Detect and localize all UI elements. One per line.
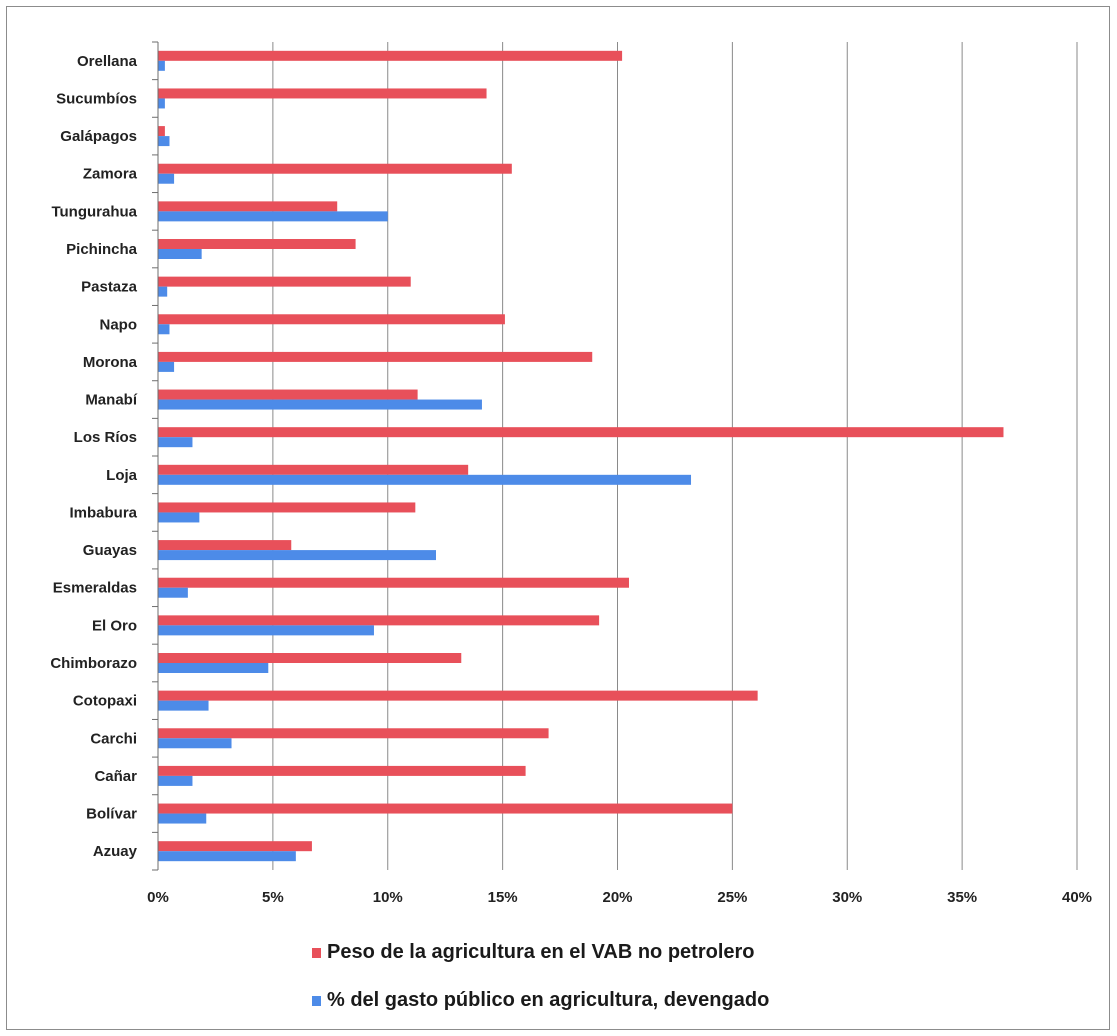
category-label: Orellana (77, 53, 138, 70)
bar-public-spending (158, 775, 193, 786)
bar-vab-share (158, 540, 292, 551)
x-tick-label: 35% (947, 889, 977, 906)
bar-vab-share (158, 502, 416, 513)
bar-vab-share (158, 427, 1004, 438)
category-label: Esmeraldas (53, 580, 137, 597)
category-label: Zamora (83, 166, 138, 183)
x-tick-labels: 0% 5% 10% 15% 20% 25% 30% 35% 40% (147, 889, 1092, 906)
bar-public-spending (158, 700, 209, 711)
bar-public-spending (158, 361, 175, 372)
bar-vab-share (158, 765, 526, 776)
bar-public-spending (158, 851, 296, 862)
bar-public-spending (158, 249, 202, 259)
category-label: Carchi (90, 730, 137, 747)
legend-swatch (312, 996, 321, 1006)
category-label: Pastaza (81, 279, 138, 296)
bar-vab-share (158, 314, 505, 325)
category-label: Bolívar (86, 806, 137, 823)
category-label: Cotopaxi (73, 693, 137, 710)
bar-public-spending (158, 550, 436, 561)
bar-public-spending (158, 587, 188, 598)
category-label: Tungurahua (51, 203, 137, 220)
bar-vab-share (158, 615, 600, 626)
category-label: El Oro (92, 617, 137, 634)
bar-public-spending (158, 136, 170, 147)
x-tick-label: 25% (717, 889, 747, 906)
category-label: Imbabura (69, 504, 137, 521)
axes (152, 41, 159, 871)
bar-public-spending (158, 98, 165, 109)
bar-public-spending (158, 512, 200, 523)
bar-vab-share (158, 690, 758, 701)
bar-public-spending (158, 813, 207, 824)
bar-vab-share (158, 389, 418, 400)
bar-public-spending (158, 60, 165, 71)
bar-public-spending (158, 474, 692, 485)
x-tick-label: 40% (1062, 889, 1092, 906)
bar-vab-share (158, 201, 338, 212)
bar-vab-share (158, 577, 629, 588)
bar-vab-share (158, 803, 733, 814)
bar-public-spending (158, 286, 168, 297)
category-label: Sucumbíos (56, 90, 137, 107)
category-label: Cañar (94, 768, 137, 785)
x-tick-label: 20% (602, 889, 632, 906)
legend-swatch (312, 948, 321, 958)
category-label: Napo (100, 316, 138, 333)
bar-vab-share (158, 464, 469, 475)
bar-public-spending (158, 211, 388, 222)
bar-public-spending (158, 399, 482, 410)
bars-group (158, 50, 1004, 862)
category-label: Galápagos (60, 128, 137, 145)
x-tick-label: 5% (262, 889, 284, 906)
category-label: Loja (106, 467, 137, 484)
category-label: Chimborazo (50, 655, 137, 672)
bar-public-spending (158, 738, 232, 749)
category-label: Azuay (93, 843, 138, 860)
bar-vab-share (158, 728, 549, 739)
bar-public-spending (158, 173, 175, 184)
x-tick-label: 15% (488, 889, 518, 906)
legend-label: % del gasto público en agricultura, deve… (327, 989, 769, 1011)
bar-public-spending (158, 437, 193, 448)
bar-vab-share (158, 351, 593, 362)
legend-label: Peso de la agricultura en el VAB no petr… (327, 941, 755, 963)
legend: Peso de la agricultura en el VAB no petr… (312, 941, 769, 1011)
bar-vab-share (158, 88, 487, 99)
bar-public-spending (158, 324, 170, 335)
category-label: Los Ríos (74, 429, 137, 446)
bar-public-spending (158, 625, 374, 636)
category-label: Guayas (83, 542, 137, 559)
bar-vab-share (158, 239, 356, 249)
bar-public-spending (158, 663, 269, 673)
x-tick-label: 30% (832, 889, 862, 906)
bar-vab-share (158, 163, 512, 174)
x-tick-label: 10% (373, 889, 403, 906)
x-tick-label: 0% (147, 889, 169, 906)
category-label: Morona (83, 354, 138, 371)
category-label: Pichincha (66, 241, 138, 258)
bar-vab-share (158, 50, 623, 61)
category-label: Manabí (85, 392, 138, 409)
bar-vab-share (158, 276, 411, 287)
bar-vab-share (158, 841, 312, 852)
category-labels: Orellana Sucumbíos Galápagos Zamora Tungurah… (50, 53, 137, 860)
bar-vab-share (158, 126, 165, 137)
bar-vab-share (158, 653, 462, 663)
